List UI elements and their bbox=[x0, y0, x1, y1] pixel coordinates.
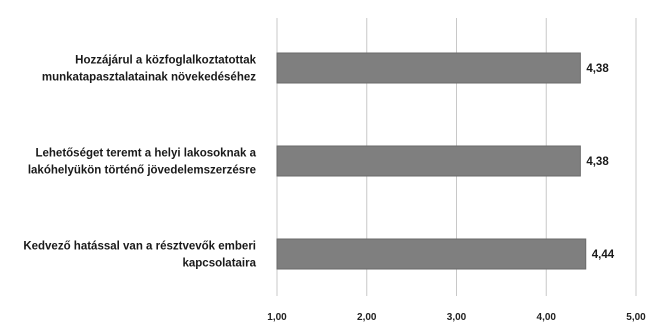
x-tick-label: 1,00 bbox=[267, 312, 287, 323]
category-labels: Hozzájárul a közfoglalkoztatottak munkata… bbox=[23, 55, 256, 270]
x-tick-label: 5,00 bbox=[626, 312, 646, 323]
bars bbox=[276, 52, 587, 270]
category-label: Hozzájárul a közfoglalkoztatottak bbox=[75, 55, 256, 67]
data-label: 4,44 bbox=[592, 249, 615, 261]
bar bbox=[276, 238, 587, 270]
data-label: 4,38 bbox=[586, 156, 609, 168]
category-label: munkatapasztalatainak növekedéséhez bbox=[42, 72, 256, 84]
x-tick-label: 3,00 bbox=[447, 312, 467, 323]
data-label: 4,38 bbox=[586, 63, 609, 75]
bar bbox=[276, 52, 581, 84]
category-label: kapcsolataira bbox=[182, 258, 256, 270]
category-label: Kedvező hatással van a résztvevők emberi bbox=[23, 241, 256, 253]
data-labels: 4,38 4,38 4,44 bbox=[586, 63, 614, 261]
x-axis-ticks: 1,00 2,00 3,00 4,00 5,00 bbox=[267, 312, 646, 323]
category-label: lakóhelyükön történő jövedelemszerzésre bbox=[28, 165, 256, 177]
x-tick-label: 2,00 bbox=[357, 312, 377, 323]
bar bbox=[276, 145, 581, 177]
category-label: Lehetőséget teremt a helyi lakosoknak a bbox=[35, 148, 256, 160]
x-tick-label: 4,00 bbox=[537, 312, 557, 323]
